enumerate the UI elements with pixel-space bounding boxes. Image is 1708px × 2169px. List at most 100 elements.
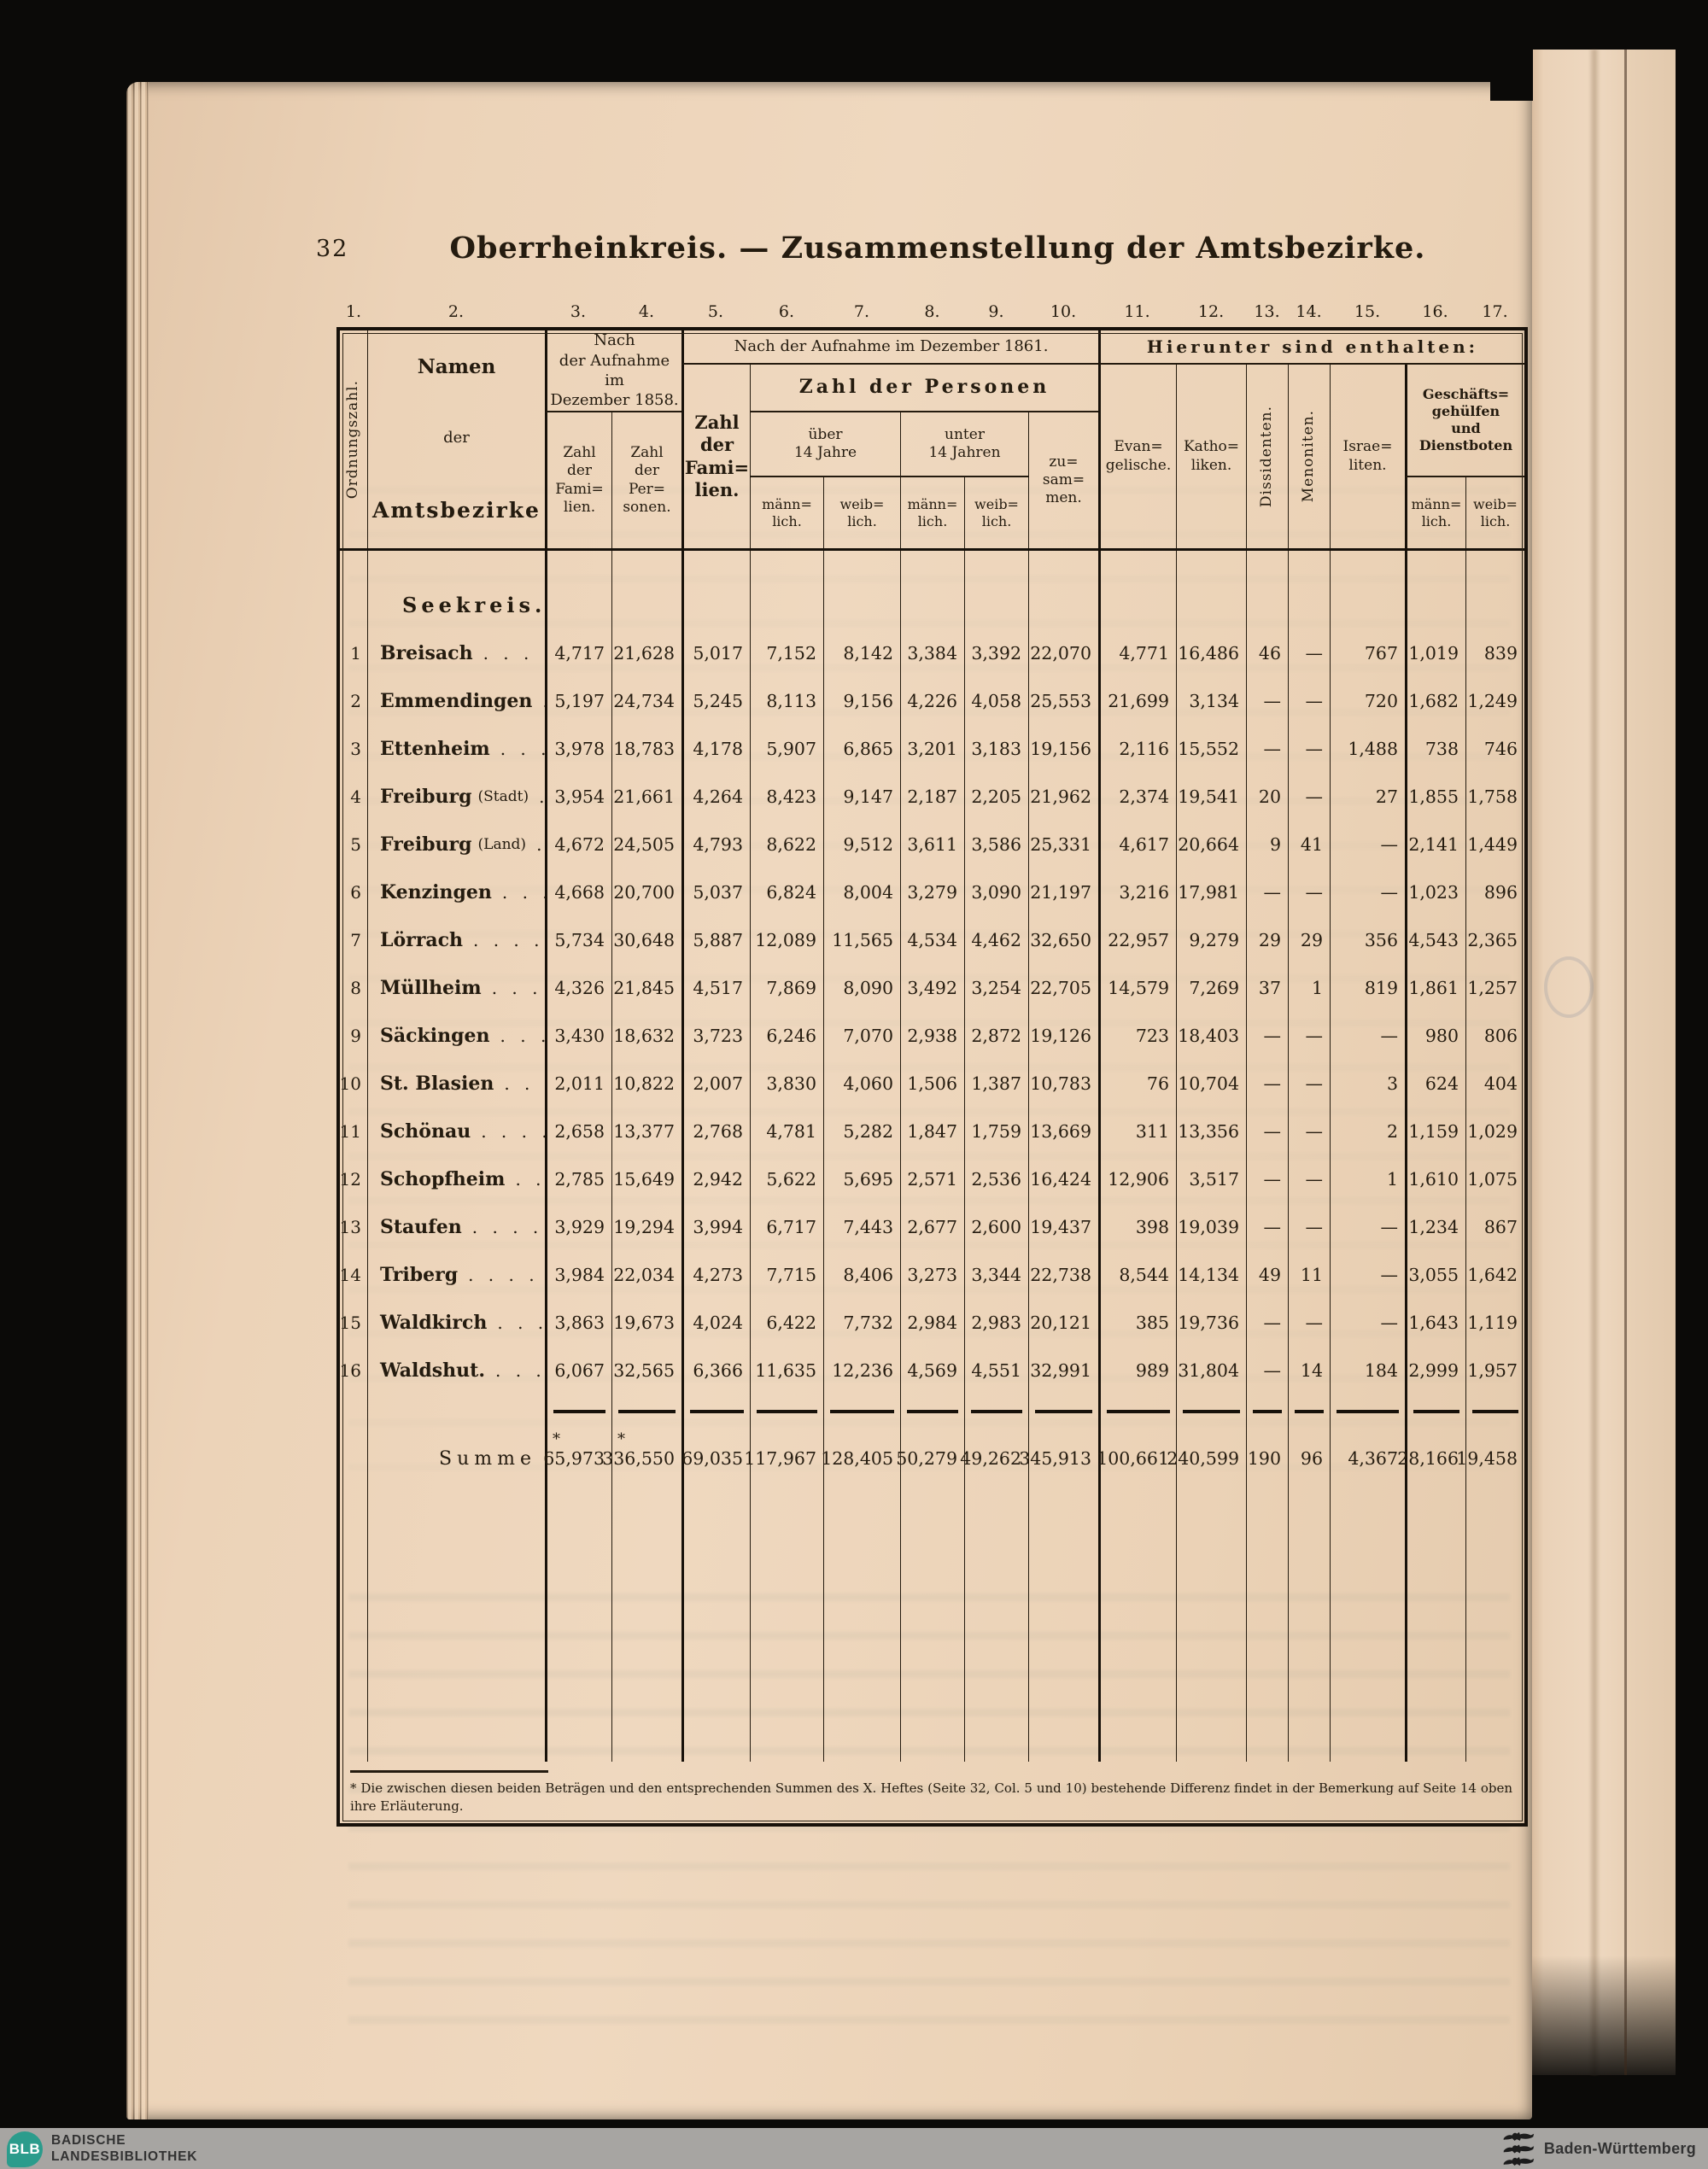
row-number: 15 (339, 1313, 361, 1333)
table-cell: 20,700 (611, 868, 681, 916)
district-name-text: Emmendingen (380, 690, 533, 712)
sum-rule (907, 1410, 958, 1413)
table-cell: — (1246, 725, 1288, 773)
district-name: Staufen . . . . (367, 1203, 545, 1251)
district-name: Schopfheim . . . (367, 1155, 545, 1203)
header-katholiken: Katho= liken. (1176, 365, 1246, 548)
table-cell (340, 1429, 367, 1488)
table-cell: 1 (1288, 964, 1330, 1012)
district-name-text: Müllheim (380, 977, 482, 999)
table-row: 2 Emmendingen . .5,19724,7345,2458,1139,15… (340, 677, 1524, 725)
district-name: Waldshut. . . . (367, 1347, 545, 1394)
dot-leader: . . . (515, 1169, 545, 1190)
column-number: 1. (345, 302, 362, 321)
district-name-text: Staufen (380, 1216, 462, 1238)
table-row: 7 Lörrach . . . . 5,734 30,648 5,887 12,089 11,… (340, 916, 1524, 964)
table-cell: 5,197 (545, 677, 611, 725)
table-cell: 12,236 (823, 1347, 900, 1394)
dot-leader: . . . (501, 882, 545, 903)
table-cell: 1,847 (900, 1108, 964, 1155)
table-cell: 6,824 (750, 868, 823, 916)
table-cell: 4,326 (545, 964, 611, 1012)
table-cell: — (1288, 1155, 1330, 1203)
table-cell: 4,668 (545, 868, 611, 916)
table-row: 9 Säckingen . . . 3,430 18,632 3,723 6,246 7,07… (340, 1012, 1524, 1060)
table-cell: 5,622 (750, 1155, 823, 1203)
table-cell: 806 (1465, 1012, 1524, 1060)
header-weiblich-gesch: weib= lich. (1465, 477, 1524, 548)
district-name: Freiburg (Land) . . (367, 821, 545, 868)
district-name-text: St. Blasien (380, 1073, 494, 1095)
table-cell: 6,422 (750, 1299, 823, 1347)
table-cell (1176, 1488, 1246, 1762)
sum-cell: 4,367 (1330, 1429, 1405, 1488)
table-cell: 15,649 (611, 1155, 681, 1203)
row-number: 2 (350, 691, 361, 711)
table-cell (900, 551, 964, 629)
table-cell: 4,058 (964, 677, 1028, 725)
library-footer-bar: BLB BADISCHE LANDESBIBLIOTHEK Baden-Würt… (0, 2128, 1708, 2169)
district-name: Schönau . . . . (367, 1108, 545, 1155)
district-name-text: Waldkirch (380, 1312, 488, 1334)
table-cell: 21,699 (1098, 677, 1176, 725)
table-cell (1098, 1394, 1176, 1429)
table-cell: 624 (1405, 1060, 1465, 1108)
table-cell: 22,070 (1028, 629, 1098, 677)
table-cell: 767 (1330, 629, 1405, 677)
table-cell: 1,257 (1465, 964, 1524, 1012)
table-cell: 37 (1246, 964, 1288, 1012)
page-stack-edges (126, 82, 149, 2119)
table-cell: 19,039 (1176, 1203, 1246, 1251)
table-cell: 19,156 (1028, 725, 1098, 773)
row-number: 13 (339, 1217, 361, 1237)
column-number: 17. (1482, 302, 1508, 321)
sum-cell: 128,405 (821, 1429, 900, 1488)
table-row: 16 Waldshut. . . . 6,067 32,565 6,366 11,635 12… (340, 1347, 1524, 1394)
table-cell: 1,234 (1405, 1203, 1465, 1251)
table-cell (823, 1394, 900, 1429)
sum-rule (553, 1410, 605, 1413)
table-cell: 25,331 (1028, 821, 1098, 868)
page-edge-shadow (1532, 1956, 1676, 2075)
row-number: 10 (339, 1073, 361, 1094)
header-weiblich-unter: weib= lich. (964, 477, 1028, 548)
table-cell: 24,734 (611, 677, 681, 725)
sum-cell: 117,967 (744, 1429, 823, 1488)
table-cell: 8,544 (1098, 1251, 1176, 1299)
header-group-ueber14: über 14 Jahre (750, 412, 900, 477)
table-cell (1330, 1394, 1405, 1429)
table-cell: 1,861 (1405, 964, 1465, 1012)
column-number: 9. (988, 302, 1004, 321)
table-cell: — (1288, 1299, 1330, 1347)
sum-cell: 28,166 (1397, 1429, 1465, 1488)
table-cell: 989 (1098, 1347, 1176, 1394)
column-number: 6. (778, 302, 795, 321)
sum-rule (618, 1410, 676, 1413)
table-cell: 13,356 (1176, 1108, 1246, 1155)
table-cell: 7,869 (750, 964, 823, 1012)
dot-leader: . . . . (468, 1265, 535, 1285)
district-name-suffix: (Land) (477, 836, 527, 853)
table-cell (611, 1394, 681, 1429)
table-cell: 398 (1098, 1203, 1176, 1251)
table-cell: 184 (1330, 1347, 1405, 1394)
table-cell: 738 (1405, 725, 1465, 773)
sum-cell: 240,599 (1167, 1429, 1246, 1488)
table-cell (900, 1394, 964, 1429)
table-cell: 723 (1098, 1012, 1176, 1060)
table-cell (1028, 1488, 1098, 1762)
table-cell: — (1330, 821, 1405, 868)
table-cell (750, 551, 823, 629)
table-cell: 11 (1288, 1251, 1330, 1299)
table-cell: 2,374 (1098, 773, 1176, 821)
table-cell: — (1288, 773, 1330, 821)
header-menoniten: Menoniten. (1288, 365, 1330, 548)
table-cell: 13,377 (611, 1108, 681, 1155)
table-cell: — (1330, 1012, 1405, 1060)
row-number: 4 (350, 786, 361, 807)
table-cell: 22,738 (1028, 1251, 1098, 1299)
table-cell: 19,126 (1028, 1012, 1098, 1060)
table-cell: 3,134 (1176, 677, 1246, 725)
table-cell (681, 1394, 750, 1429)
